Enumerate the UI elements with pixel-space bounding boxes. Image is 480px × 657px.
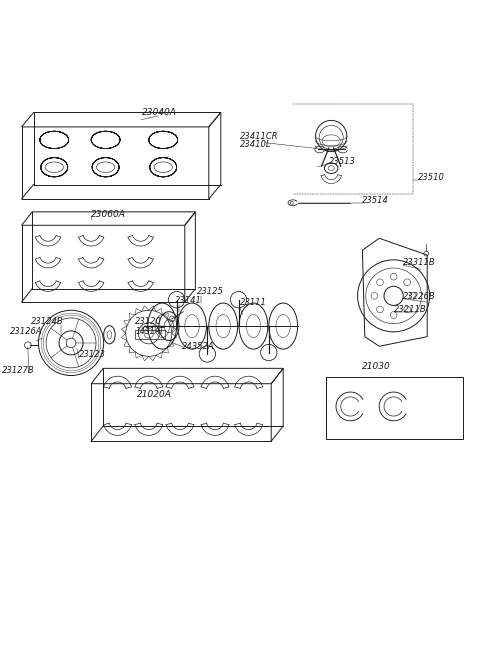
Text: 1431AT: 1431AT — [136, 327, 165, 336]
Bar — [326, 376, 463, 439]
Text: 23513: 23513 — [329, 157, 356, 166]
Text: 23411CR: 23411CR — [240, 132, 278, 141]
Text: 23514: 23514 — [362, 196, 389, 205]
Bar — [135, 330, 165, 338]
Text: 24352A: 24352A — [182, 342, 215, 351]
Text: 21030: 21030 — [362, 362, 391, 371]
Text: 23410L: 23410L — [240, 140, 272, 149]
Text: 23040A: 23040A — [142, 108, 177, 117]
Text: 23127B: 23127B — [2, 366, 35, 374]
Text: 23120: 23120 — [135, 317, 162, 326]
Text: 23126A: 23126A — [10, 327, 42, 336]
Text: 23123: 23123 — [79, 350, 106, 359]
Text: 23111: 23111 — [240, 298, 267, 307]
Text: 23510: 23510 — [418, 173, 444, 182]
Text: 23211B: 23211B — [394, 305, 426, 313]
Text: 23060A: 23060A — [91, 210, 126, 219]
Text: 23226B: 23226B — [403, 292, 436, 301]
Text: 23125: 23125 — [197, 287, 224, 296]
Text: 21020A: 21020A — [137, 390, 172, 399]
Text: 23124B: 23124B — [31, 317, 64, 326]
Text: 23311B: 23311B — [403, 258, 436, 267]
Text: 23141: 23141 — [175, 296, 202, 305]
